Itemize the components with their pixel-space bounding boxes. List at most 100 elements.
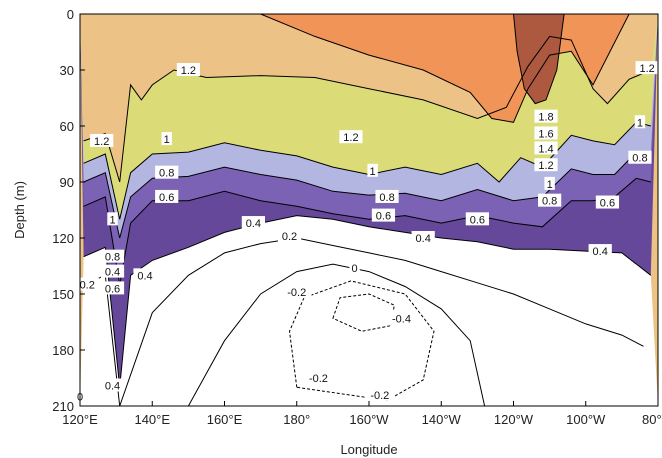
x-tick-label: 180°: [283, 412, 310, 427]
contour-line--0.4: [332, 293, 395, 332]
contour-label: -0.2: [309, 373, 328, 385]
x-tick-label: 140°E: [134, 412, 170, 427]
y-tick-label: 150: [52, 287, 74, 302]
contour-label: 0.4: [105, 267, 120, 279]
contour-label-bg: [375, 189, 399, 203]
x-tick-label: 160°W: [349, 412, 389, 427]
contour-label-bg: [107, 212, 118, 226]
contour-label: 1.8: [538, 112, 553, 124]
contour-label-bg: [303, 371, 334, 384]
contour-label: 0.4: [246, 218, 261, 230]
contour-label-bg: [371, 208, 396, 222]
contour-line-0.2: [83, 237, 644, 406]
contour-label-bg: [90, 133, 114, 147]
contour-label-bg: [277, 229, 302, 243]
contour-label-bg: [241, 216, 265, 230]
contour-label-bg: [349, 260, 360, 274]
contour-label: 1.2: [181, 65, 196, 77]
contour-label-bg: [281, 285, 312, 299]
contour-label: 1.2: [640, 63, 655, 75]
y-tick-label: 30: [60, 63, 74, 78]
contour-label-bg: [628, 150, 652, 164]
contour-line-0.8: [83, 151, 651, 239]
contour-label: 0.6: [159, 192, 174, 204]
fill-below-0.4: [80, 215, 658, 406]
contour-label: 0.8: [379, 192, 394, 204]
contour-label-bg: [534, 158, 558, 172]
contour-label-bg: [100, 378, 125, 392]
contour-label-bg: [100, 281, 125, 295]
contour-label: 1: [547, 179, 553, 191]
contour-label-bg: [365, 387, 395, 401]
contour-label: 0.6: [376, 211, 391, 223]
contour-label-bg: [133, 268, 157, 282]
x-tick-label: 120°W: [494, 412, 534, 427]
contour-label: 0.4: [137, 270, 152, 282]
x-tick-label: 120°E: [62, 412, 98, 427]
contour-label: 1.2: [343, 132, 358, 144]
y-tick-label: 60: [60, 119, 74, 134]
contour-label: 0.2: [80, 280, 95, 292]
contour-label: 0.4: [416, 233, 431, 245]
y-tick-label: 210: [52, 399, 74, 414]
contour-line-1: [83, 121, 651, 220]
contour-label: 0.4: [105, 380, 120, 392]
contour-label-bg: [411, 231, 435, 244]
x-tick-label: 140°W: [422, 412, 462, 427]
contour-label: 1: [637, 117, 643, 129]
contour-label-bg: [161, 132, 172, 146]
x-tick-label: 80°W: [642, 412, 662, 427]
contour-label: 0.6: [470, 214, 485, 226]
contour-label: -0.4: [392, 313, 411, 325]
contour-label: 1: [109, 214, 115, 226]
x-tick-label: 160°E: [207, 412, 243, 427]
contour-label-bg: [538, 193, 562, 207]
contour-line-0.6: [83, 177, 651, 285]
x-tick-label: 100°W: [566, 412, 606, 427]
y-tick-label: 90: [60, 175, 74, 190]
contour-label-bg: [176, 63, 200, 76]
contour-label-bg: [75, 277, 99, 291]
contour-label-bg: [534, 126, 558, 140]
contour-label-bg: [588, 244, 612, 258]
contour-label-bg: [635, 61, 659, 75]
contour-label: 0.4: [593, 246, 608, 258]
contour-label: 1.6: [538, 128, 553, 140]
y-tick-label: 180: [52, 343, 74, 358]
contour-label: 0.8: [542, 196, 557, 208]
contour-label: 1: [370, 166, 376, 178]
contour-label: 1.2: [94, 136, 109, 148]
contour-line-1.6: [260, 14, 630, 123]
contour-label: 0.2: [282, 231, 297, 243]
y-tick-label: 120: [52, 231, 74, 246]
contour-label-bg: [367, 163, 378, 177]
contour-label: 1.4: [538, 143, 553, 155]
contour-label-bg: [100, 249, 125, 263]
contour-label-bg: [155, 165, 179, 179]
x-axis-title: Longitude: [340, 442, 397, 457]
contour-label: -0.2: [370, 390, 389, 402]
contour-label: 1: [164, 134, 170, 146]
contour-label: 0.8: [632, 153, 647, 165]
contour-label: 0.6: [105, 283, 120, 295]
contour-label: 0.8: [105, 252, 120, 264]
contour-label: 0.8: [159, 168, 174, 180]
contour-label-bg: [155, 189, 179, 203]
contour-label-bg: [386, 311, 417, 325]
contour-line-1.8: [513, 14, 565, 105]
contour-label-bg: [544, 176, 555, 190]
contour-label-bg: [339, 130, 363, 144]
contour-line-1.2: [83, 35, 651, 183]
y-axis-title: Depth (m): [12, 181, 27, 239]
contour-label-bg: [534, 109, 558, 123]
contour-label: 1.2: [538, 160, 553, 172]
contour-line-0.4: [83, 215, 652, 388]
contour-label-bg: [634, 115, 646, 129]
y-tick-label: 0: [67, 7, 74, 22]
contour-label-bg: [534, 141, 558, 155]
contour-label: 0.6: [600, 198, 615, 210]
contour-label-bg: [465, 212, 489, 226]
contour-label-bg: [100, 264, 125, 278]
contour-label: -0.2: [287, 287, 306, 299]
